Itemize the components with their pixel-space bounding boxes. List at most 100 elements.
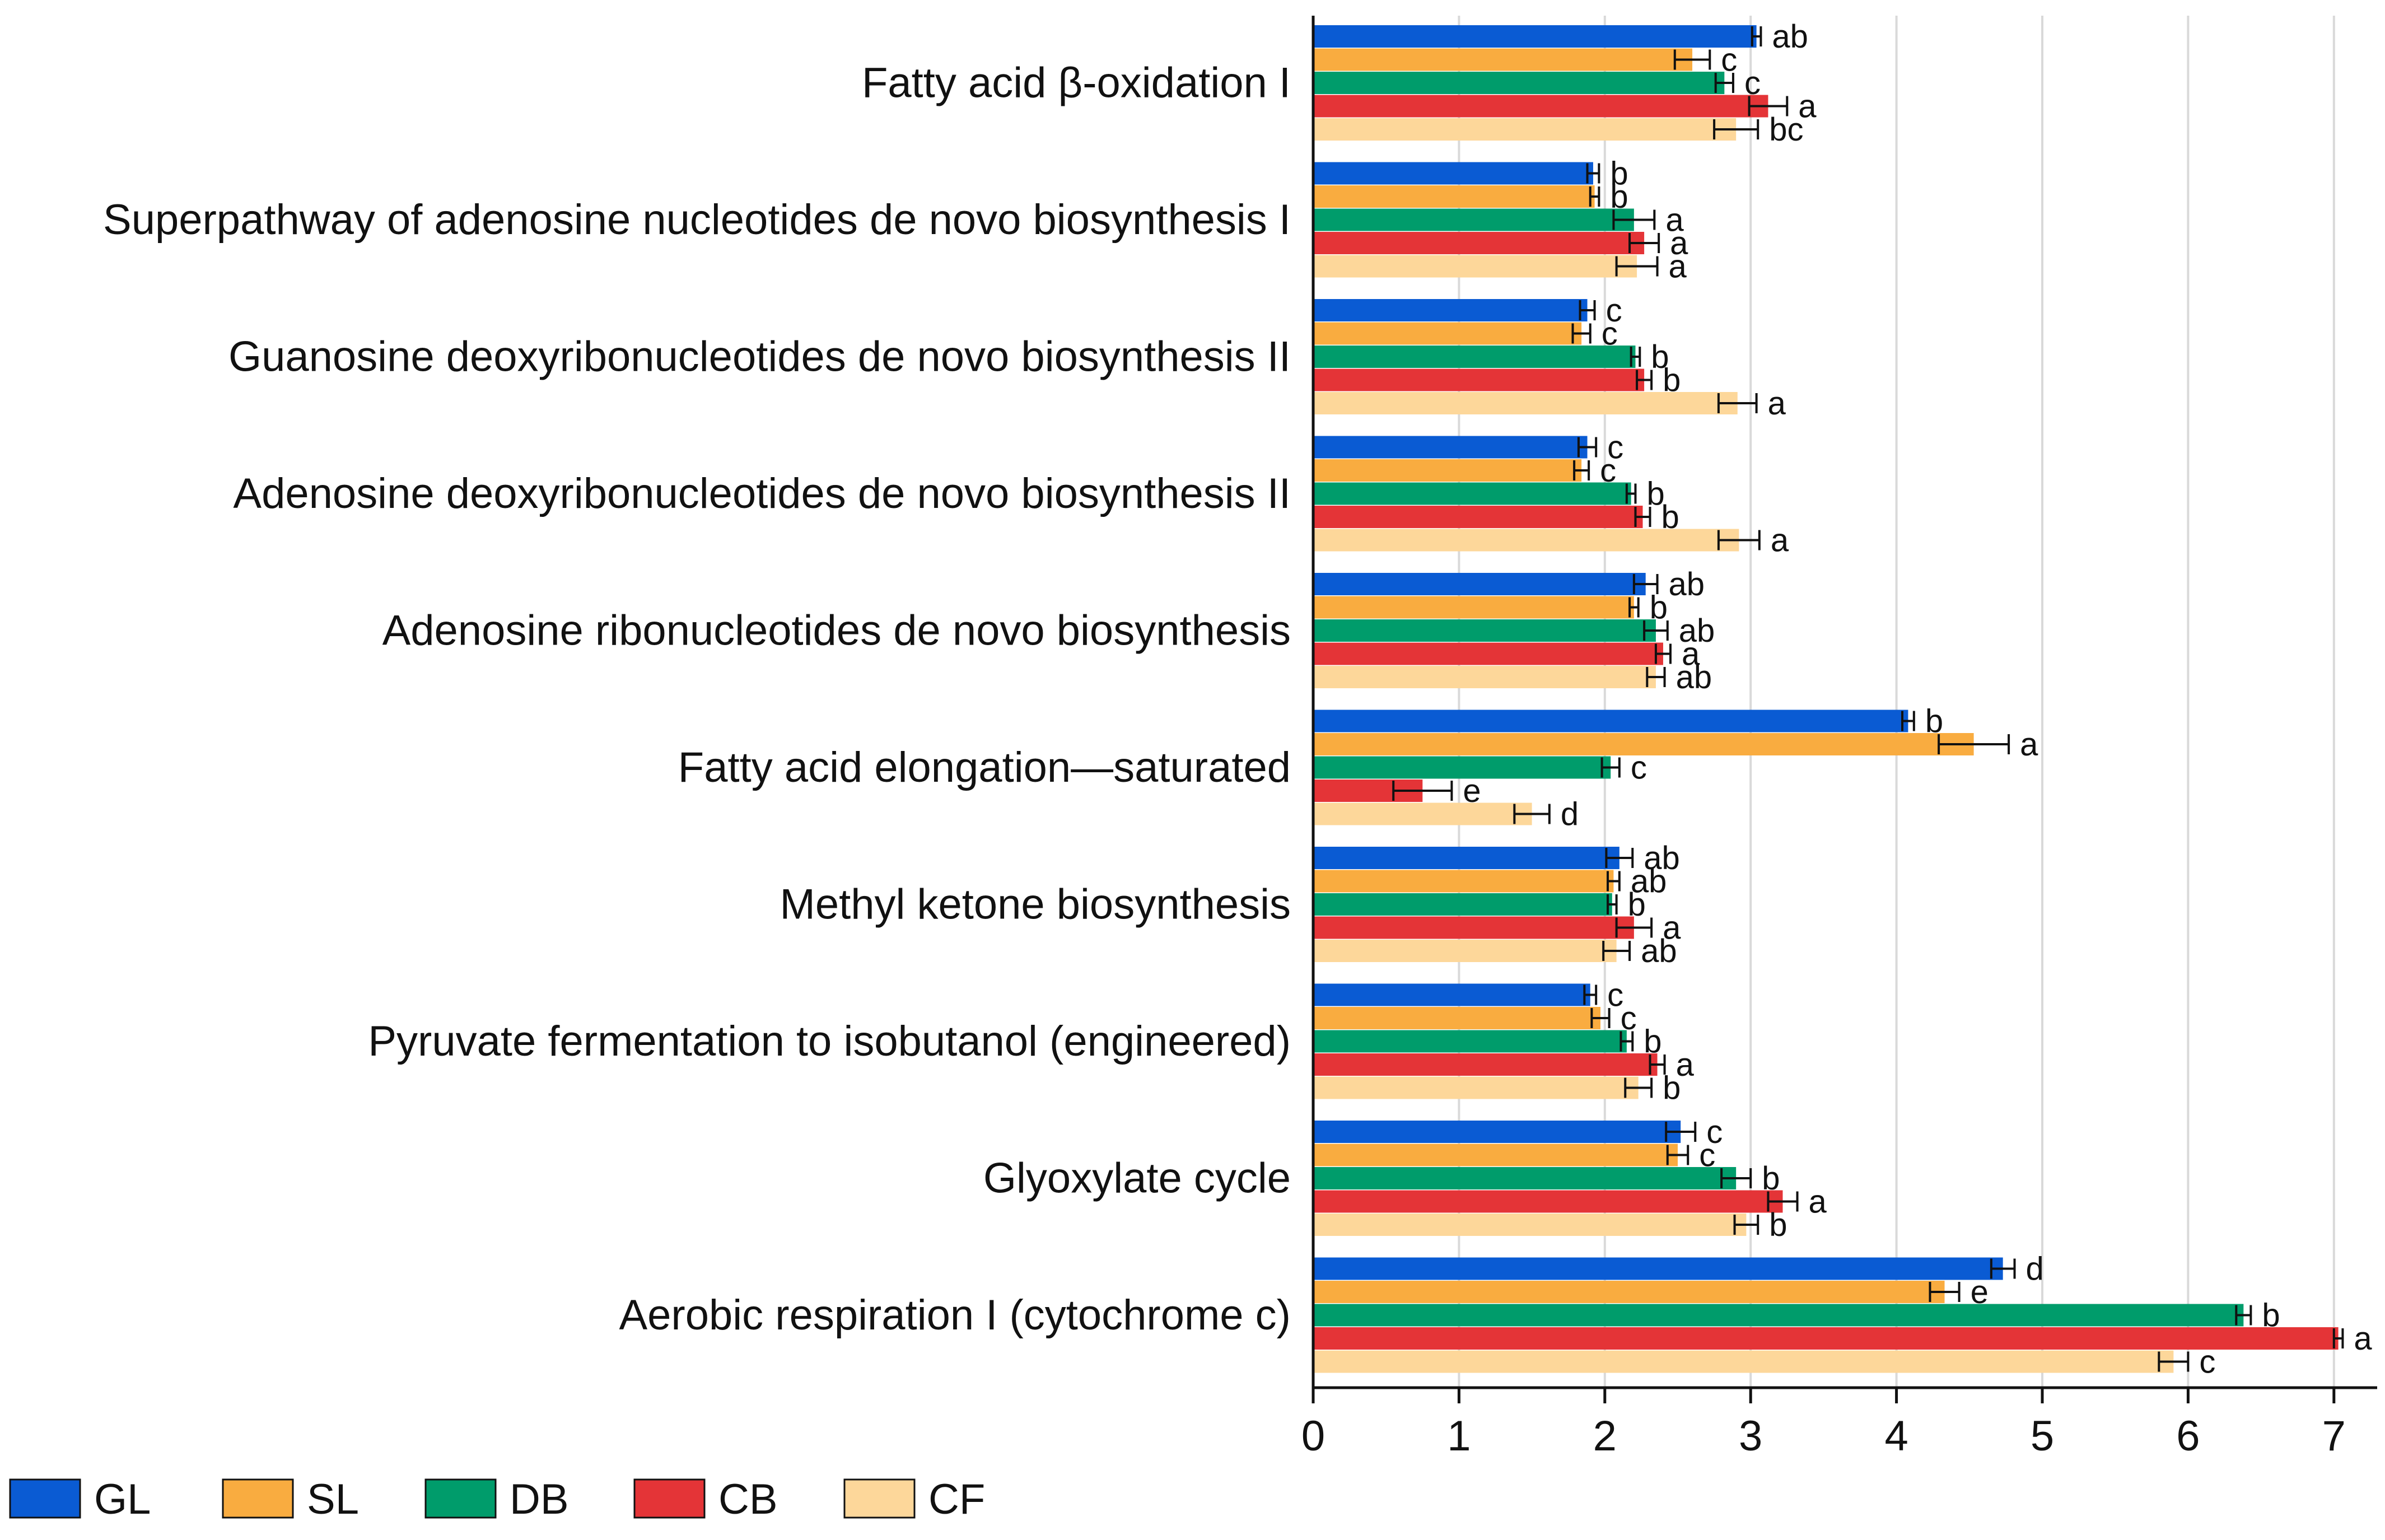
bar-cf <box>1313 802 1532 825</box>
legend-label: GL <box>94 1476 151 1523</box>
significance-label: a <box>1670 225 1688 262</box>
significance-label: ab <box>1641 933 1677 969</box>
error-bar <box>1577 437 1598 458</box>
significance-label: a <box>1771 522 1789 559</box>
error-bar <box>1619 1031 1634 1052</box>
bar-cf <box>1313 529 1739 552</box>
bar-cb <box>1313 1053 1658 1076</box>
bar-sl <box>1313 185 1595 208</box>
error-bar <box>1901 711 1915 731</box>
error-bar <box>1748 96 1789 116</box>
significance-label: a <box>1809 1184 1827 1220</box>
legend-swatch-cb <box>633 1478 706 1519</box>
legend-label: DB <box>510 1476 569 1523</box>
error-bar <box>1666 1145 1689 1165</box>
category-label: Aerobic respiration I (cytochrome c) <box>619 1291 1291 1339</box>
bar-db <box>1313 482 1631 505</box>
legend-swatch-cf <box>843 1478 916 1519</box>
bar-db <box>1313 346 1636 368</box>
error-bar <box>1634 507 1651 527</box>
error-bar <box>1938 734 2010 754</box>
error-bar <box>1929 1282 1961 1302</box>
significance-label: a <box>2354 1320 2372 1357</box>
bar-cf <box>1313 940 1617 962</box>
significance-label: a <box>1665 202 1684 239</box>
bar-cb <box>1313 1327 2339 1350</box>
significance-label: c <box>1706 1114 1723 1150</box>
error-bar <box>1646 667 1666 687</box>
bar-gl <box>1313 162 1593 185</box>
significance-label: a <box>1676 1047 1695 1083</box>
bar-sl <box>1313 1007 1600 1029</box>
significance-label: c <box>1607 430 1623 466</box>
legend-label: SL <box>307 1476 359 1523</box>
legend-label: CB <box>718 1476 778 1523</box>
legend-swatch-db <box>424 1478 497 1519</box>
category-label: Adenosine ribonucleotides de novo biosyn… <box>382 606 1291 654</box>
error-bar <box>1615 256 1659 277</box>
x-tick-label: 4 <box>1884 1412 1908 1460</box>
error-bar <box>1665 1122 1697 1142</box>
bar-cf <box>1313 392 1738 414</box>
category-label: Superpathway of adenosine nucleotides de… <box>103 196 1291 244</box>
significance-label: ab <box>1644 840 1680 876</box>
error-bar <box>1605 848 1634 868</box>
legend-label: CF <box>928 1476 985 1523</box>
significance-label: d <box>1561 796 1579 833</box>
error-bar <box>2158 1351 2190 1372</box>
bar-sl <box>1313 870 1614 893</box>
error-bar <box>1649 1054 1666 1075</box>
bar-cb <box>1313 95 1768 118</box>
error-bar <box>1583 984 1598 1005</box>
significance-label: a <box>1768 385 1786 422</box>
bar-db <box>1313 893 1612 916</box>
bar-db <box>1313 1167 1737 1189</box>
significance-label: ab <box>1669 566 1705 603</box>
bar-sl <box>1313 1144 1678 1166</box>
significance-label: b <box>1651 339 1669 375</box>
category-label: Guanosine deoxyribonucleotides de novo b… <box>228 333 1291 380</box>
bar-gl <box>1313 1257 2003 1280</box>
category-label: Fatty acid elongation—saturated <box>678 744 1291 791</box>
bar-sl <box>1313 459 1582 482</box>
bar-cf <box>1313 118 1737 141</box>
significance-label: a <box>2020 726 2038 763</box>
error-bar <box>1714 73 1734 93</box>
category-label: Pyruvate fermentation to isobutanol (eng… <box>368 1018 1291 1065</box>
x-tick-label: 1 <box>1447 1412 1471 1460</box>
significance-label: c <box>2199 1344 2215 1380</box>
bar-gl <box>1313 983 1590 1006</box>
significance-label: b <box>1610 156 1628 192</box>
significance-label: a <box>1682 636 1700 673</box>
bar-cf <box>1313 1076 1639 1099</box>
category-label: Glyoxylate cycle <box>983 1154 1291 1202</box>
significance-label: a <box>1663 910 1681 946</box>
error-bar <box>2332 1328 2344 1348</box>
x-tick-label: 3 <box>1739 1412 1762 1460</box>
significance-label: ab <box>1679 613 1715 649</box>
error-bar <box>1579 300 1596 320</box>
bar-gl <box>1313 1121 1681 1143</box>
category-labels: Fatty acid β-oxidation I Superpathway of … <box>103 59 1291 1339</box>
significance-label: c <box>1631 750 1647 786</box>
significance-label: b <box>1769 1207 1787 1243</box>
error-bar <box>1751 26 1762 46</box>
axes: 0 1 2 3 4 5 6 7 <box>1301 16 2377 1460</box>
category-label: Adenosine deoxyribonucleotides de novo b… <box>233 470 1291 517</box>
error-bar <box>1632 574 1659 594</box>
bar-db <box>1313 208 1634 231</box>
error-bar <box>1600 757 1621 778</box>
bar-sl <box>1313 322 1582 345</box>
legend-swatch-sl <box>222 1478 294 1519</box>
x-tick-label: 5 <box>2031 1412 2054 1460</box>
error-bar <box>1571 323 1591 344</box>
error-bar <box>1654 643 1672 664</box>
x-tick-label: 7 <box>2322 1412 2346 1460</box>
error-bar <box>1615 917 1653 938</box>
significance-label: ab <box>1772 18 1808 55</box>
error-bar <box>1586 163 1600 184</box>
error-bar <box>1612 209 1656 230</box>
error-bar <box>1625 483 1637 504</box>
error-bar <box>1573 460 1590 480</box>
